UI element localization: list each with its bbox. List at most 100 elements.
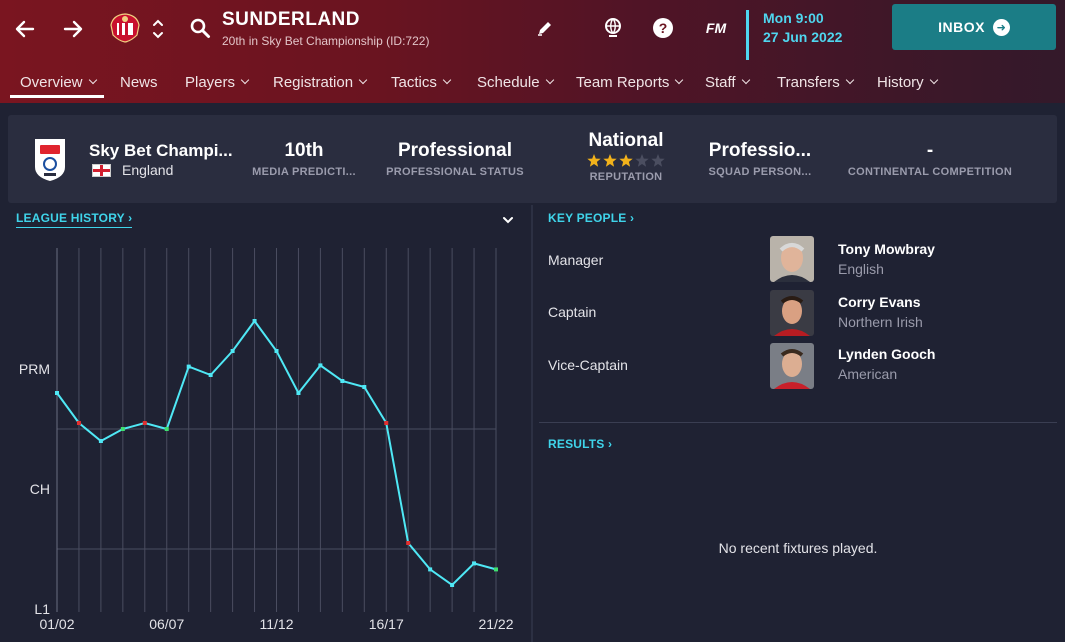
- chevron-down-icon: [741, 75, 750, 85]
- results-title[interactable]: RESULTS ›: [548, 437, 613, 451]
- panel-title-label: RESULTS: [548, 437, 605, 451]
- history-point[interactable]: [494, 567, 498, 572]
- captain-name[interactable]: Corry Evans: [838, 294, 921, 310]
- stat-label: REPUTATION: [589, 171, 663, 183]
- star-rating-icon: [587, 154, 665, 167]
- history-point[interactable]: [164, 427, 169, 431]
- history-point[interactable]: [142, 421, 147, 425]
- reputation-stat: National REPUTATION: [566, 130, 686, 183]
- captain-nationality: Northern Irish: [838, 314, 923, 330]
- team-name: SUNDERLAND: [222, 9, 360, 30]
- league-history-title[interactable]: LEAGUE HISTORY ›: [16, 211, 133, 228]
- chevron-down-icon: [358, 75, 368, 85]
- stat-label: PROFESSIONAL STATUS: [386, 166, 524, 178]
- stat-value: 10th: [284, 140, 324, 161]
- chevron-down-icon: [675, 75, 684, 85]
- vice-captain-nationality: American: [838, 366, 898, 382]
- active-tab-indicator: [10, 95, 104, 98]
- star-icon: [635, 154, 649, 167]
- stat-value: -: [926, 140, 934, 161]
- history-point[interactable]: [120, 427, 125, 431]
- y-tick-label: PRM: [19, 361, 50, 377]
- tab-label: Overview: [20, 73, 83, 91]
- forward-arrow-icon[interactable]: [58, 14, 88, 44]
- manager-name[interactable]: Tony Mowbray: [838, 241, 935, 257]
- manager-nationality: English: [838, 261, 884, 277]
- search-icon[interactable]: [186, 14, 214, 42]
- history-point[interactable]: [98, 439, 103, 443]
- history-point[interactable]: [296, 391, 301, 395]
- tab-schedule[interactable]: Schedule: [477, 66, 554, 98]
- tab-team-reports[interactable]: Team Reports: [576, 66, 684, 98]
- competition-name[interactable]: Sky Bet Champi...: [89, 141, 233, 160]
- history-point[interactable]: [252, 319, 257, 323]
- england-flag-icon: [92, 164, 111, 177]
- tab-tactics[interactable]: Tactics: [391, 66, 452, 98]
- chevron-down-icon: [845, 75, 855, 85]
- current-date[interactable]: 27 Jun 2022: [763, 29, 843, 45]
- chevron-down-icon: [88, 75, 97, 85]
- history-point[interactable]: [406, 541, 411, 545]
- history-point[interactable]: [76, 421, 81, 425]
- tab-history[interactable]: History: [877, 66, 938, 98]
- avatar[interactable]: [770, 236, 814, 282]
- history-point[interactable]: [362, 385, 367, 389]
- history-point[interactable]: [230, 349, 235, 353]
- star-icon: [619, 154, 633, 167]
- panel-title-label: LEAGUE HISTORY: [16, 211, 125, 225]
- globe-icon[interactable]: [600, 14, 626, 40]
- history-point[interactable]: [384, 421, 389, 425]
- inbox-label: INBOX: [938, 19, 985, 35]
- avatar[interactable]: [770, 343, 814, 389]
- stat-label: MEDIA PREDICTI...: [252, 166, 356, 178]
- avatar[interactable]: [770, 290, 814, 336]
- history-point[interactable]: [55, 391, 59, 395]
- vice-captain-name[interactable]: Lynden Gooch: [838, 346, 936, 362]
- media-prediction-stat: 10th MEDIA PREDICTI...: [244, 140, 364, 178]
- section-divider: [539, 422, 1057, 423]
- back-arrow-icon[interactable]: [10, 14, 40, 44]
- tab-staff[interactable]: Staff: [705, 66, 750, 98]
- key-people-title[interactable]: KEY PEOPLE ›: [548, 211, 635, 225]
- history-point[interactable]: [208, 373, 213, 377]
- history-point[interactable]: [450, 583, 455, 587]
- club-summary-strip: [8, 115, 1057, 203]
- x-tick-label: 16/17: [369, 616, 404, 632]
- star-icon: [651, 154, 665, 167]
- history-point[interactable]: [186, 364, 191, 369]
- tab-players[interactable]: Players: [185, 66, 250, 98]
- tab-label: History: [877, 73, 924, 91]
- x-tick-label: 06/07: [149, 616, 184, 632]
- role-vice-captain: Vice-Captain: [548, 357, 628, 373]
- x-tick-label: 01/02: [39, 616, 74, 632]
- continental-competition-stat: - CONTINENTAL COMPETITION: [840, 140, 1020, 178]
- tab-label: Schedule: [477, 73, 540, 91]
- tab-label: News: [120, 73, 158, 91]
- history-point[interactable]: [274, 349, 279, 353]
- history-point[interactable]: [318, 363, 323, 368]
- tab-registration[interactable]: Registration: [273, 66, 368, 98]
- tab-label: Players: [185, 73, 236, 91]
- up-down-chevron-icon[interactable]: [150, 14, 166, 44]
- edit-icon[interactable]: [533, 16, 557, 40]
- history-point[interactable]: [472, 561, 477, 566]
- chevron-down-icon: [442, 75, 452, 85]
- tab-transfers[interactable]: Transfers: [777, 66, 855, 98]
- competition-logo[interactable]: [33, 137, 67, 183]
- history-point[interactable]: [340, 379, 345, 383]
- chevron-down-icon[interactable]: [500, 212, 516, 228]
- current-time[interactable]: Mon 9:00: [763, 10, 824, 26]
- tab-overview[interactable]: Overview: [20, 66, 97, 98]
- star-icon: [603, 154, 617, 167]
- squad-personality-stat: Professio... SQUAD PERSON...: [700, 140, 820, 178]
- club-crest[interactable]: [104, 10, 146, 46]
- tab-news[interactable]: News: [120, 66, 158, 98]
- role-captain: Captain: [548, 304, 597, 320]
- y-tick-label: CH: [30, 481, 50, 497]
- inbox-button[interactable]: INBOX ➜: [892, 4, 1056, 50]
- help-icon[interactable]: ?: [651, 16, 675, 40]
- star-icon: [587, 154, 601, 167]
- history-point[interactable]: [428, 567, 433, 572]
- fm-logo-button[interactable]: FM: [705, 20, 727, 36]
